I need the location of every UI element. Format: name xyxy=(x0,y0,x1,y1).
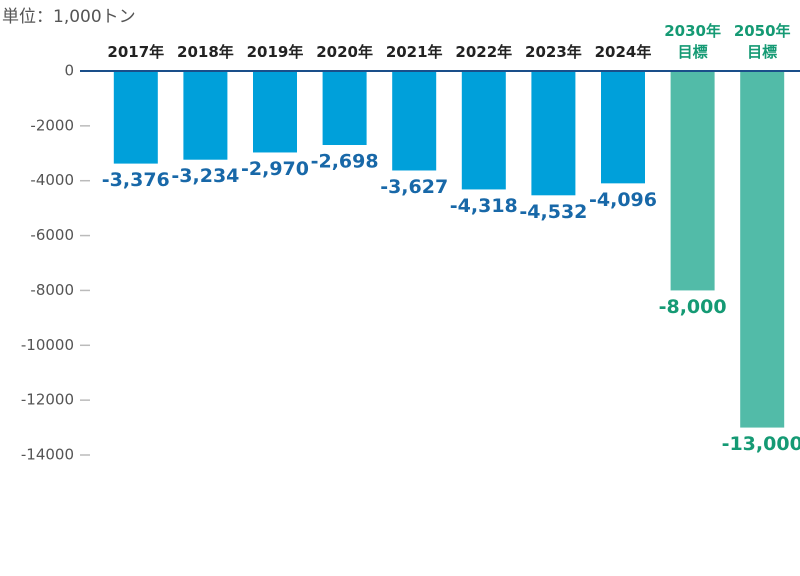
bar xyxy=(322,71,367,146)
y-tick-label: -2000 xyxy=(30,116,74,134)
y-tick-label: -10000 xyxy=(21,336,74,354)
x-tick-label: 2022年 xyxy=(455,43,513,61)
x-tick-label: 2019年 xyxy=(246,43,304,61)
y-tick-label: -6000 xyxy=(30,226,74,244)
value-label: -4,532 xyxy=(519,201,587,223)
x-tick-label: 2021年 xyxy=(385,43,443,61)
x-tick-label: 2017年 xyxy=(107,43,165,61)
y-tick-label: -8000 xyxy=(30,281,74,299)
x-tick-label: 2030年 目標 xyxy=(664,22,721,61)
bar xyxy=(740,71,785,428)
bar xyxy=(113,71,158,164)
y-tick-label: -12000 xyxy=(21,391,74,409)
value-label: -4,318 xyxy=(450,195,518,217)
value-label: -3,234 xyxy=(171,165,239,187)
bar xyxy=(601,71,645,184)
bar xyxy=(392,71,437,171)
bar xyxy=(253,71,297,153)
value-label: -3,376 xyxy=(102,169,170,191)
value-label: -8,000 xyxy=(659,296,727,318)
value-label: -2,698 xyxy=(311,151,379,173)
x-tick-label: 2023年 xyxy=(525,43,582,61)
value-label: -4,096 xyxy=(589,189,657,211)
bar xyxy=(670,71,715,291)
bar xyxy=(461,71,506,190)
bar xyxy=(183,71,228,160)
y-tick-label: -14000 xyxy=(21,446,74,464)
bar xyxy=(531,71,576,196)
value-label: -13,000 xyxy=(722,433,800,455)
value-label: -3,627 xyxy=(380,176,448,198)
y-tick-label: 0 xyxy=(64,62,74,80)
x-tick-label: 2018年 xyxy=(177,43,234,61)
unit-label: 単位：1,000トン xyxy=(2,7,136,27)
y-tick-label: -4000 xyxy=(30,171,74,189)
x-tick-label: 2024年 xyxy=(594,43,652,61)
x-tick-label: 2050年 目標 xyxy=(733,22,791,61)
value-label: -2,970 xyxy=(241,158,309,180)
x-tick-label: 2020年 xyxy=(316,43,373,61)
